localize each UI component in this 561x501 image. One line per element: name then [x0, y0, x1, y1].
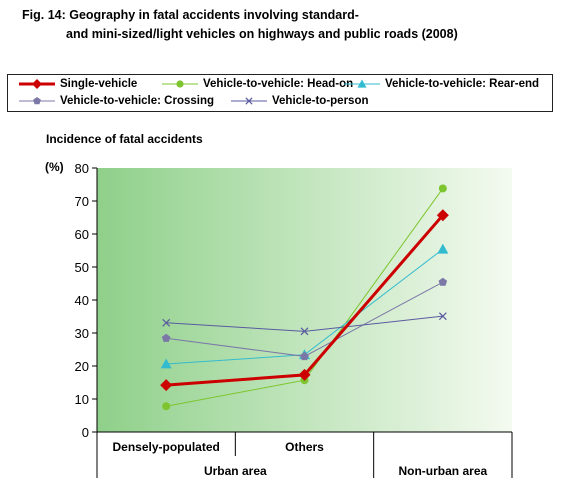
y-tick-label: 10 [75, 392, 89, 407]
legend-marker [357, 79, 367, 88]
y-tick-label: 60 [75, 227, 89, 242]
data-point [438, 277, 448, 286]
legend-marker-single-vehicle [19, 79, 55, 89]
legend-marker-head-on [162, 80, 198, 88]
legend-item-vehicle-to-person: Vehicle-to-person [230, 95, 369, 107]
legend-marker [32, 79, 42, 89]
data-point [162, 402, 171, 411]
y-tick-label: 20 [75, 359, 89, 374]
y-tick-label: 70 [75, 194, 89, 209]
y-axis-title: Incidence of fatal accidents [46, 132, 203, 146]
y-tick-label: 0 [82, 425, 89, 440]
plot-area [97, 168, 512, 432]
legend-item-crossing: Vehicle-to-vehicle: Crossing [18, 95, 214, 107]
data-point [160, 379, 173, 392]
legend-item-single-vehicle: Single-vehicle [18, 78, 137, 90]
legend: Single-vehicle Vehicle-to-vehicle: Head-… [7, 74, 553, 112]
x-category-label: Densely-populated [112, 440, 219, 454]
legend-marker [33, 97, 41, 105]
y-tick-label: 40 [75, 293, 89, 308]
legend-item-rear-end: Vehicle-to-vehicle: Rear-end [343, 78, 539, 90]
data-point [438, 312, 447, 321]
y-axis-unit: (%) [45, 160, 64, 174]
legend-marker [176, 80, 184, 88]
x-group-label: Urban area [204, 464, 267, 478]
data-point [162, 318, 171, 327]
legend-marker-rear-end [344, 79, 380, 88]
data-point [300, 351, 309, 361]
y-tick-label: 30 [75, 326, 89, 341]
data-point [436, 209, 449, 222]
y-tick-label: 50 [75, 260, 89, 275]
legend-marker [245, 97, 253, 105]
data-point [161, 333, 171, 342]
data-point [160, 358, 172, 369]
legend-label: Vehicle-to-vehicle: Crossing [60, 95, 215, 107]
legend-label: Vehicle-to-vehicle: Head-on [203, 78, 354, 90]
data-point [438, 184, 447, 193]
legend-marker-vehicle-to-person [231, 97, 267, 105]
legend-item-head-on: Vehicle-to-vehicle: Head-on [161, 78, 353, 90]
data-point [300, 327, 309, 336]
x-group-label: Non-urban area [398, 464, 487, 478]
legend-label: Vehicle-to-vehicle: Rear-end [385, 78, 540, 90]
y-tick-label: 80 [75, 161, 89, 176]
chart-title-line2: and mini-sized/light vehicles on highway… [66, 27, 458, 41]
chart-title-line1: Fig. 14: Geography in fatal accidents in… [22, 8, 359, 22]
legend-label: Single-vehicle [60, 78, 138, 90]
legend-marker-crossing [19, 97, 55, 105]
x-category-label: Others [285, 440, 324, 454]
data-point [298, 368, 311, 381]
legend-label: Vehicle-to-person [272, 95, 369, 107]
data-point [437, 243, 449, 254]
